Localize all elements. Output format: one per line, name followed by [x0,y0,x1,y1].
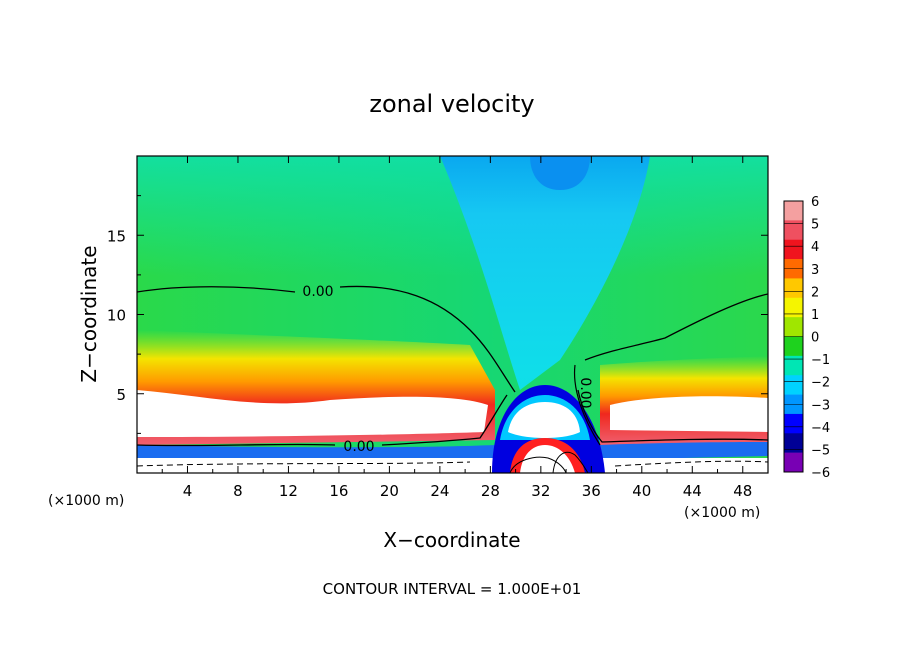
plot-area: 0.00 0.00 0.00 [137,156,768,473]
colorbar-swatch [784,278,803,299]
x-tick-label: 48 [733,482,752,500]
surface-white [137,458,768,473]
lower-shear-layer-right [600,442,768,460]
contour-label-vertical: 0.00 [577,377,593,408]
central-cell-white [508,402,580,438]
colorbar-swatch [784,375,803,395]
saturated-region-right [610,396,768,432]
x-tick-label: 8 [233,482,243,500]
colorbar-label: 3 [811,263,819,278]
colorbar-swatch [784,239,803,260]
colorbar-swatch [784,413,803,434]
x-tick-label: 32 [531,482,550,500]
colorbar-label: 4 [811,240,819,255]
colorbar-swatch [784,336,803,357]
y-tick-label: 15 [107,227,126,245]
contour-zero-central [573,364,601,446]
colorbar-label: 1 [811,308,819,323]
x-tick-label: 28 [481,482,500,500]
colorbar-label: −1 [811,353,830,368]
x-tick-label: 16 [329,482,348,500]
colorbar-swatch [784,317,803,337]
contour-interval-note: CONTOUR INTERVAL = 1.000E+01 [323,580,582,598]
x-tick-label: 44 [683,482,702,500]
colorbar-label: −5 [811,443,830,458]
colorbar-label: −6 [811,466,830,481]
contour-negative-surface [137,460,768,467]
x-unit-left: (×1000 m) [48,493,124,509]
x-tick-label: 36 [582,482,601,500]
colorbar-swatch [784,433,803,453]
colorbar-label: 5 [811,218,819,233]
y-axis-label: Z−coordinate [77,245,101,382]
x-tick-label: 20 [380,482,399,500]
colorbar-swatch [784,355,803,376]
x-tick-label: 4 [183,482,193,500]
x-axis: 4 8 12 16 20 24 28 32 36 40 44 48 [161,156,752,500]
contour-cell [509,456,567,473]
colorbar-swatch [784,220,803,241]
colorbar-label: 2 [811,285,819,300]
x-axis-label: X−coordinate [383,528,520,552]
contour-zero-lower-left [137,394,508,447]
x-tick-label: 40 [632,482,651,500]
contour-zero-upper-right [584,293,768,361]
x-tick-label: 12 [279,482,298,500]
colorbar: 6 5 4 3 2 1 0 −1 −2 −3 −4 −5 −6 [783,195,830,481]
y-axis: 5 10 15 [107,195,768,434]
contour-label-upper: 0.00 [302,284,333,300]
contour-cell-right [552,451,589,473]
colorbar-swatch [784,452,803,473]
colorbar-label: −2 [811,376,830,391]
contour-zero-upper-left [137,285,516,393]
contour-zero-lower-right [577,389,768,443]
colorbar-swatch [784,297,803,318]
colorbar-label: 0 [811,331,819,346]
y-tick-label: 5 [116,386,126,404]
lower-shear-layer [137,445,495,460]
colorbar-label: −4 [811,421,830,436]
colorbar-label: 6 [811,195,819,210]
negative-plume [440,156,650,390]
plume-core [530,156,590,190]
colorbar-swatch [784,201,803,221]
colorbar-label: −3 [811,398,830,413]
contour-label-lower: 0.00 [343,439,374,455]
saturated-region-left [137,390,488,437]
chart-title: zonal velocity [369,90,534,118]
x-unit-right: (×1000 m) [684,505,760,521]
y-tick-label: 10 [107,307,126,325]
x-tick-label: 24 [430,482,449,500]
